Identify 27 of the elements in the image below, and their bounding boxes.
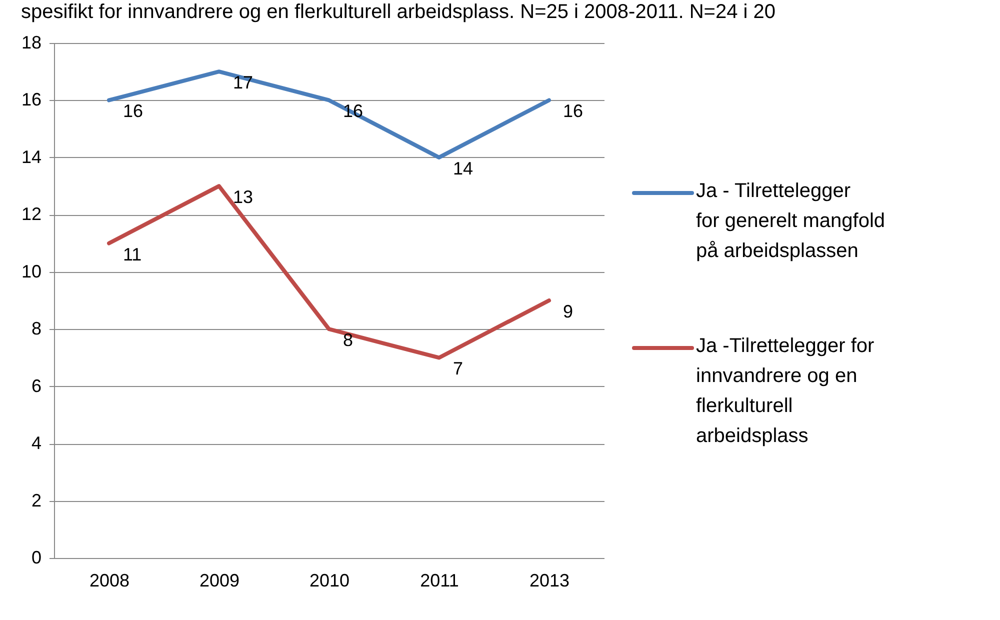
y-tick-label: 14 xyxy=(21,146,42,167)
x-tick-label: 2013 xyxy=(529,570,570,590)
data-label: 14 xyxy=(453,158,474,178)
data-label: 9 xyxy=(563,302,574,322)
line-series xyxy=(107,184,551,360)
x-tick-label: 2009 xyxy=(199,570,240,590)
y-tick-label: 10 xyxy=(21,261,42,282)
y-tick-label: 12 xyxy=(21,204,42,224)
y-tick-label: 16 xyxy=(21,90,42,110)
y-tick-label: 18 xyxy=(21,32,42,52)
data-label: 16 xyxy=(123,101,144,122)
chart-subtitle: spesifikt for innvandrere og en flerkulturell arbeidsplass. N=25 i 2008-2011. N=24 i 20 xyxy=(20,1,776,23)
data-label: 11 xyxy=(123,244,142,264)
x-tick-label: 2010 xyxy=(309,570,350,590)
y-tick-label: 0 xyxy=(31,548,42,568)
data-label: 16 xyxy=(563,101,584,122)
y-tick-label: 4 xyxy=(31,433,42,454)
x-tick-label: 2011 xyxy=(420,570,459,590)
x-tick-label: 2008 xyxy=(89,570,130,590)
y-tick-label: 8 xyxy=(31,318,42,339)
data-label: 7 xyxy=(453,358,464,379)
data-label: 8 xyxy=(343,330,354,350)
data-label: 13 xyxy=(233,187,254,208)
legend-label: Ja - Tilrettelegger for generelt mangfold på arbeidsplassen xyxy=(696,180,886,262)
y-tick-label: 2 xyxy=(31,490,42,510)
y-tick-label: 6 xyxy=(31,376,42,396)
legend-label: Ja -Tilrettelegger for innvandrere og en flerkulturell arbeidsplass xyxy=(696,335,875,447)
